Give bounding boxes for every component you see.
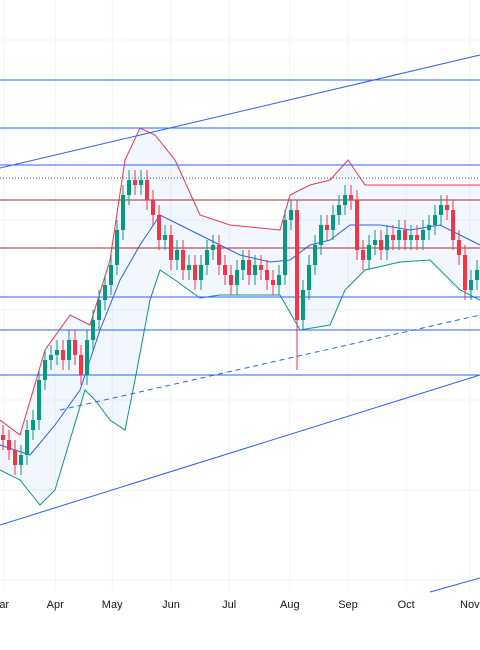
candle-body [463, 255, 467, 290]
candle-body [139, 180, 143, 185]
candle-body [169, 235, 173, 260]
candle-body [271, 280, 275, 285]
candle-body [475, 270, 479, 280]
x-tick-label: May [102, 599, 123, 611]
bollinger-lower [0, 259, 480, 506]
candle-body [157, 215, 161, 240]
candle-body [265, 270, 269, 280]
candle-body [211, 245, 215, 250]
candle-body [367, 245, 371, 260]
candle-body [391, 235, 395, 240]
candle-body [295, 210, 299, 320]
candle-body [13, 450, 17, 465]
candle-body [355, 200, 359, 250]
candle-body [433, 215, 437, 225]
candle-body [73, 340, 77, 355]
candle-body [247, 260, 251, 275]
bollinger-upper [0, 127, 480, 436]
candle-body [127, 180, 131, 195]
candle-body [97, 300, 101, 320]
candle-body [379, 240, 383, 250]
x-tick-label: Apr [47, 599, 64, 611]
candle-body [43, 360, 47, 380]
x-tick-label: Jun [162, 599, 180, 611]
candle-body [7, 440, 11, 450]
candle-body [361, 250, 365, 260]
candle-body [91, 320, 95, 340]
candle-body [289, 210, 293, 220]
candle-body [133, 180, 137, 185]
candle-body [259, 265, 263, 270]
candle-body [1, 435, 5, 440]
candle-body [241, 260, 245, 270]
candle-body [415, 235, 419, 240]
candle-body [403, 230, 407, 240]
candle-body [445, 205, 449, 210]
candle-body [373, 240, 377, 245]
candle-body [79, 355, 83, 375]
candle-body [283, 220, 287, 275]
candle-body [337, 205, 341, 215]
candle-body [25, 430, 29, 455]
x-tick-label: Nov [460, 599, 480, 611]
candle-body [193, 265, 197, 280]
candle-body [151, 200, 155, 215]
candle-body [277, 275, 281, 285]
candle-body [343, 195, 347, 205]
candle-body [61, 350, 65, 360]
x-tick-label: Jul [222, 599, 236, 611]
candle-body [199, 265, 203, 280]
candle-body [439, 205, 443, 215]
levels [0, 54, 480, 593]
candle-body [427, 225, 431, 230]
candle-body [349, 195, 353, 200]
candle-body [187, 265, 191, 270]
candle-body [205, 250, 209, 265]
candle-body [115, 230, 119, 265]
candle-body [121, 195, 125, 230]
candle-body [217, 245, 221, 265]
candle-body [181, 250, 185, 270]
bollinger-fill [0, 128, 480, 505]
candle-body [223, 265, 227, 275]
candle-body [409, 235, 413, 240]
candle-body [175, 250, 179, 260]
candle-body [37, 380, 41, 420]
candle-body [229, 275, 233, 285]
candle-body [319, 225, 323, 245]
candle-body [19, 455, 23, 465]
x-tick-label: Sep [338, 599, 358, 611]
candle-body [307, 265, 311, 290]
x-tick-label: Aug [280, 599, 300, 611]
candle-body [457, 240, 461, 255]
candle-body [253, 265, 257, 275]
grid-horizontal [0, 39, 480, 581]
candle-body [469, 280, 473, 290]
candle-body [385, 235, 389, 250]
candle-body [55, 350, 59, 355]
candle-body [49, 355, 53, 360]
x-tick-label: Oct [398, 599, 415, 611]
candle-body [31, 420, 35, 430]
candle-body [301, 290, 305, 320]
candle-body [397, 230, 401, 240]
candle-body [451, 210, 455, 240]
candle-body [331, 215, 335, 230]
candle-body [163, 235, 167, 240]
candle-body [85, 340, 89, 375]
candle-body [313, 245, 317, 265]
candle-body [421, 230, 425, 240]
candle-body [235, 270, 239, 285]
candle-body [103, 285, 107, 300]
candle-body [145, 180, 149, 200]
candle-body [67, 340, 71, 360]
x-tick-label: ar [0, 599, 9, 611]
candle-body [109, 265, 113, 285]
candle-body [325, 225, 329, 230]
